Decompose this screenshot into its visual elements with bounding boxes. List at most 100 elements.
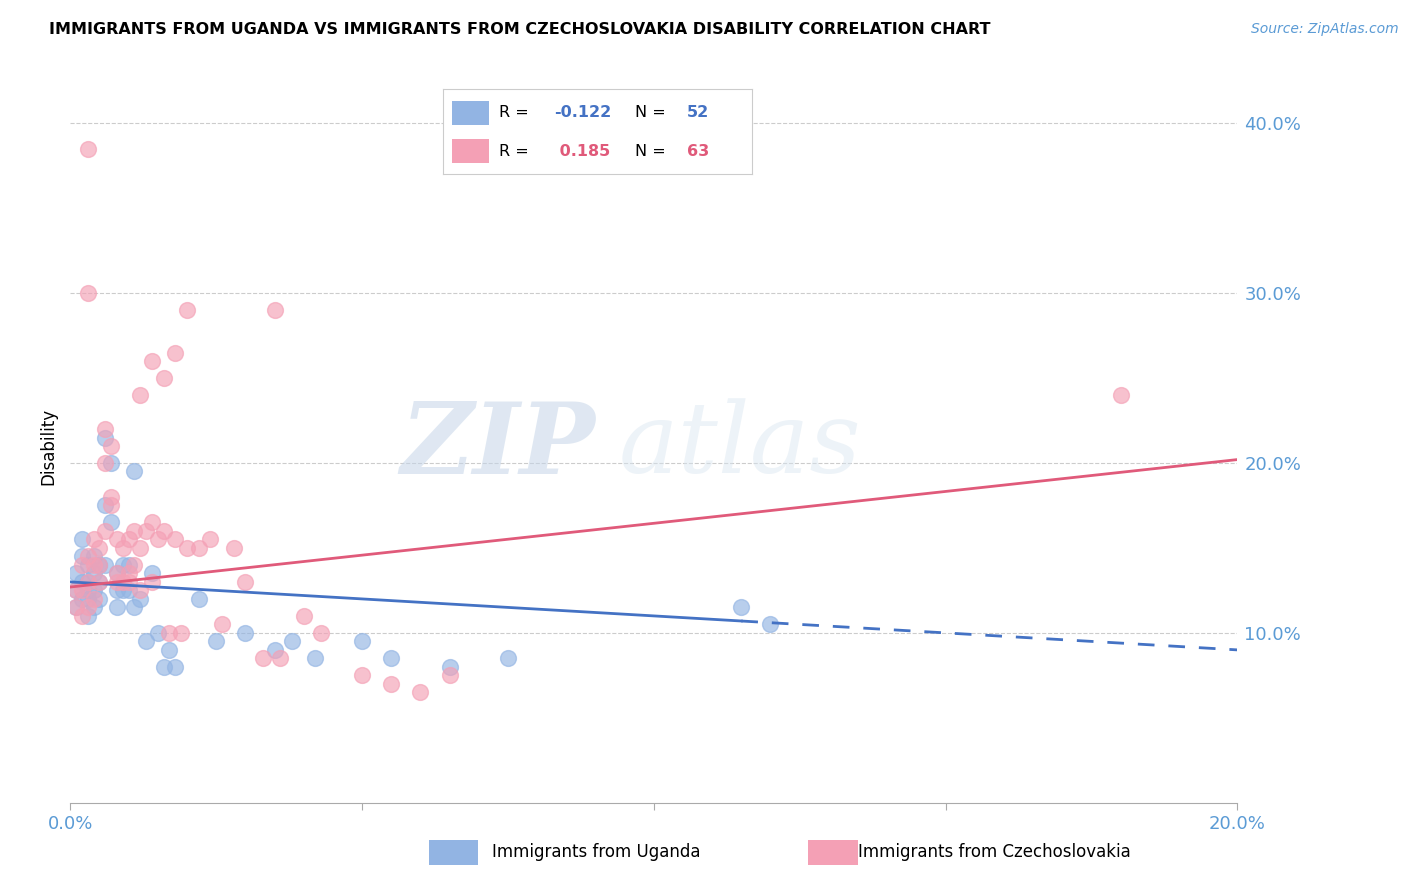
Point	[105, 566, 128, 581]
Point	[439, 660, 461, 674]
Point	[105, 574, 128, 589]
Point	[380, 651, 402, 665]
Point	[281, 634, 304, 648]
Point	[83, 600, 105, 615]
Point	[105, 600, 128, 615]
Point	[76, 600, 98, 615]
Point	[252, 651, 274, 665]
Point	[135, 634, 157, 648]
Point	[65, 566, 87, 581]
Text: R =: R =	[499, 105, 533, 120]
Point	[89, 541, 111, 555]
Point	[94, 558, 117, 572]
Point	[152, 660, 174, 674]
Point	[118, 574, 141, 589]
Point	[100, 499, 122, 513]
Point	[263, 643, 285, 657]
Point	[129, 583, 152, 598]
Point	[70, 574, 93, 589]
Point	[83, 566, 105, 581]
Point	[65, 600, 87, 615]
Point	[89, 574, 111, 589]
Point	[304, 651, 326, 665]
Point	[83, 591, 105, 606]
Point	[76, 574, 98, 589]
Point	[269, 651, 291, 665]
Point	[100, 456, 122, 470]
FancyBboxPatch shape	[453, 101, 489, 125]
Text: IMMIGRANTS FROM UGANDA VS IMMIGRANTS FROM CZECHOSLOVAKIA DISABILITY CORRELATION : IMMIGRANTS FROM UGANDA VS IMMIGRANTS FRO…	[49, 22, 991, 37]
Point	[76, 591, 98, 606]
Point	[165, 345, 187, 359]
Text: ZIP: ZIP	[401, 398, 596, 494]
Point	[118, 566, 141, 581]
Point	[83, 558, 105, 572]
Point	[83, 549, 105, 564]
Point	[105, 583, 128, 598]
Point	[496, 651, 519, 665]
Point	[70, 533, 93, 547]
Text: R =: R =	[499, 144, 533, 159]
Point	[94, 430, 117, 444]
Point	[111, 583, 134, 598]
Point	[124, 524, 146, 538]
Text: N =: N =	[634, 105, 671, 120]
Point	[129, 388, 152, 402]
Point	[105, 566, 128, 581]
Text: 52: 52	[688, 105, 710, 120]
Point	[159, 626, 181, 640]
Point	[100, 439, 122, 453]
Point	[65, 600, 87, 615]
Point	[170, 626, 193, 640]
Point	[76, 286, 98, 301]
Point	[83, 583, 105, 598]
Point	[263, 303, 285, 318]
Point	[124, 465, 146, 479]
Point	[200, 533, 222, 547]
Point	[141, 574, 163, 589]
Point	[76, 549, 98, 564]
Text: Source: ZipAtlas.com: Source: ZipAtlas.com	[1251, 22, 1399, 37]
Point	[89, 558, 111, 572]
Point	[176, 303, 198, 318]
Text: N =: N =	[634, 144, 671, 159]
Point	[76, 608, 98, 623]
Point	[165, 533, 187, 547]
Point	[70, 591, 93, 606]
Point	[352, 668, 374, 682]
Point	[146, 533, 169, 547]
Point	[76, 583, 98, 598]
Point	[89, 591, 111, 606]
Point	[70, 608, 93, 623]
Point	[730, 600, 752, 615]
Point	[111, 558, 134, 572]
Point	[146, 626, 169, 640]
Point	[187, 541, 209, 555]
Point	[141, 516, 163, 530]
Point	[409, 685, 432, 699]
Point	[129, 541, 152, 555]
Point	[152, 371, 174, 385]
Point	[118, 558, 141, 572]
Point	[141, 354, 163, 368]
FancyBboxPatch shape	[453, 139, 489, 163]
Point	[94, 456, 117, 470]
Point	[65, 583, 87, 598]
Point	[380, 677, 402, 691]
Point	[135, 524, 157, 538]
Point	[94, 499, 117, 513]
Point	[309, 626, 332, 640]
Point	[211, 617, 233, 632]
Point	[205, 634, 228, 648]
Point	[70, 558, 93, 572]
Text: Immigrants from Czechoslovakia: Immigrants from Czechoslovakia	[858, 843, 1130, 861]
Point	[105, 533, 128, 547]
Point	[89, 558, 111, 572]
Point	[89, 574, 111, 589]
Text: atlas: atlas	[619, 399, 862, 493]
Point	[70, 583, 93, 598]
Point	[222, 541, 245, 555]
Y-axis label: Disability: Disability	[39, 408, 58, 484]
Point	[65, 583, 87, 598]
Point	[439, 668, 461, 682]
